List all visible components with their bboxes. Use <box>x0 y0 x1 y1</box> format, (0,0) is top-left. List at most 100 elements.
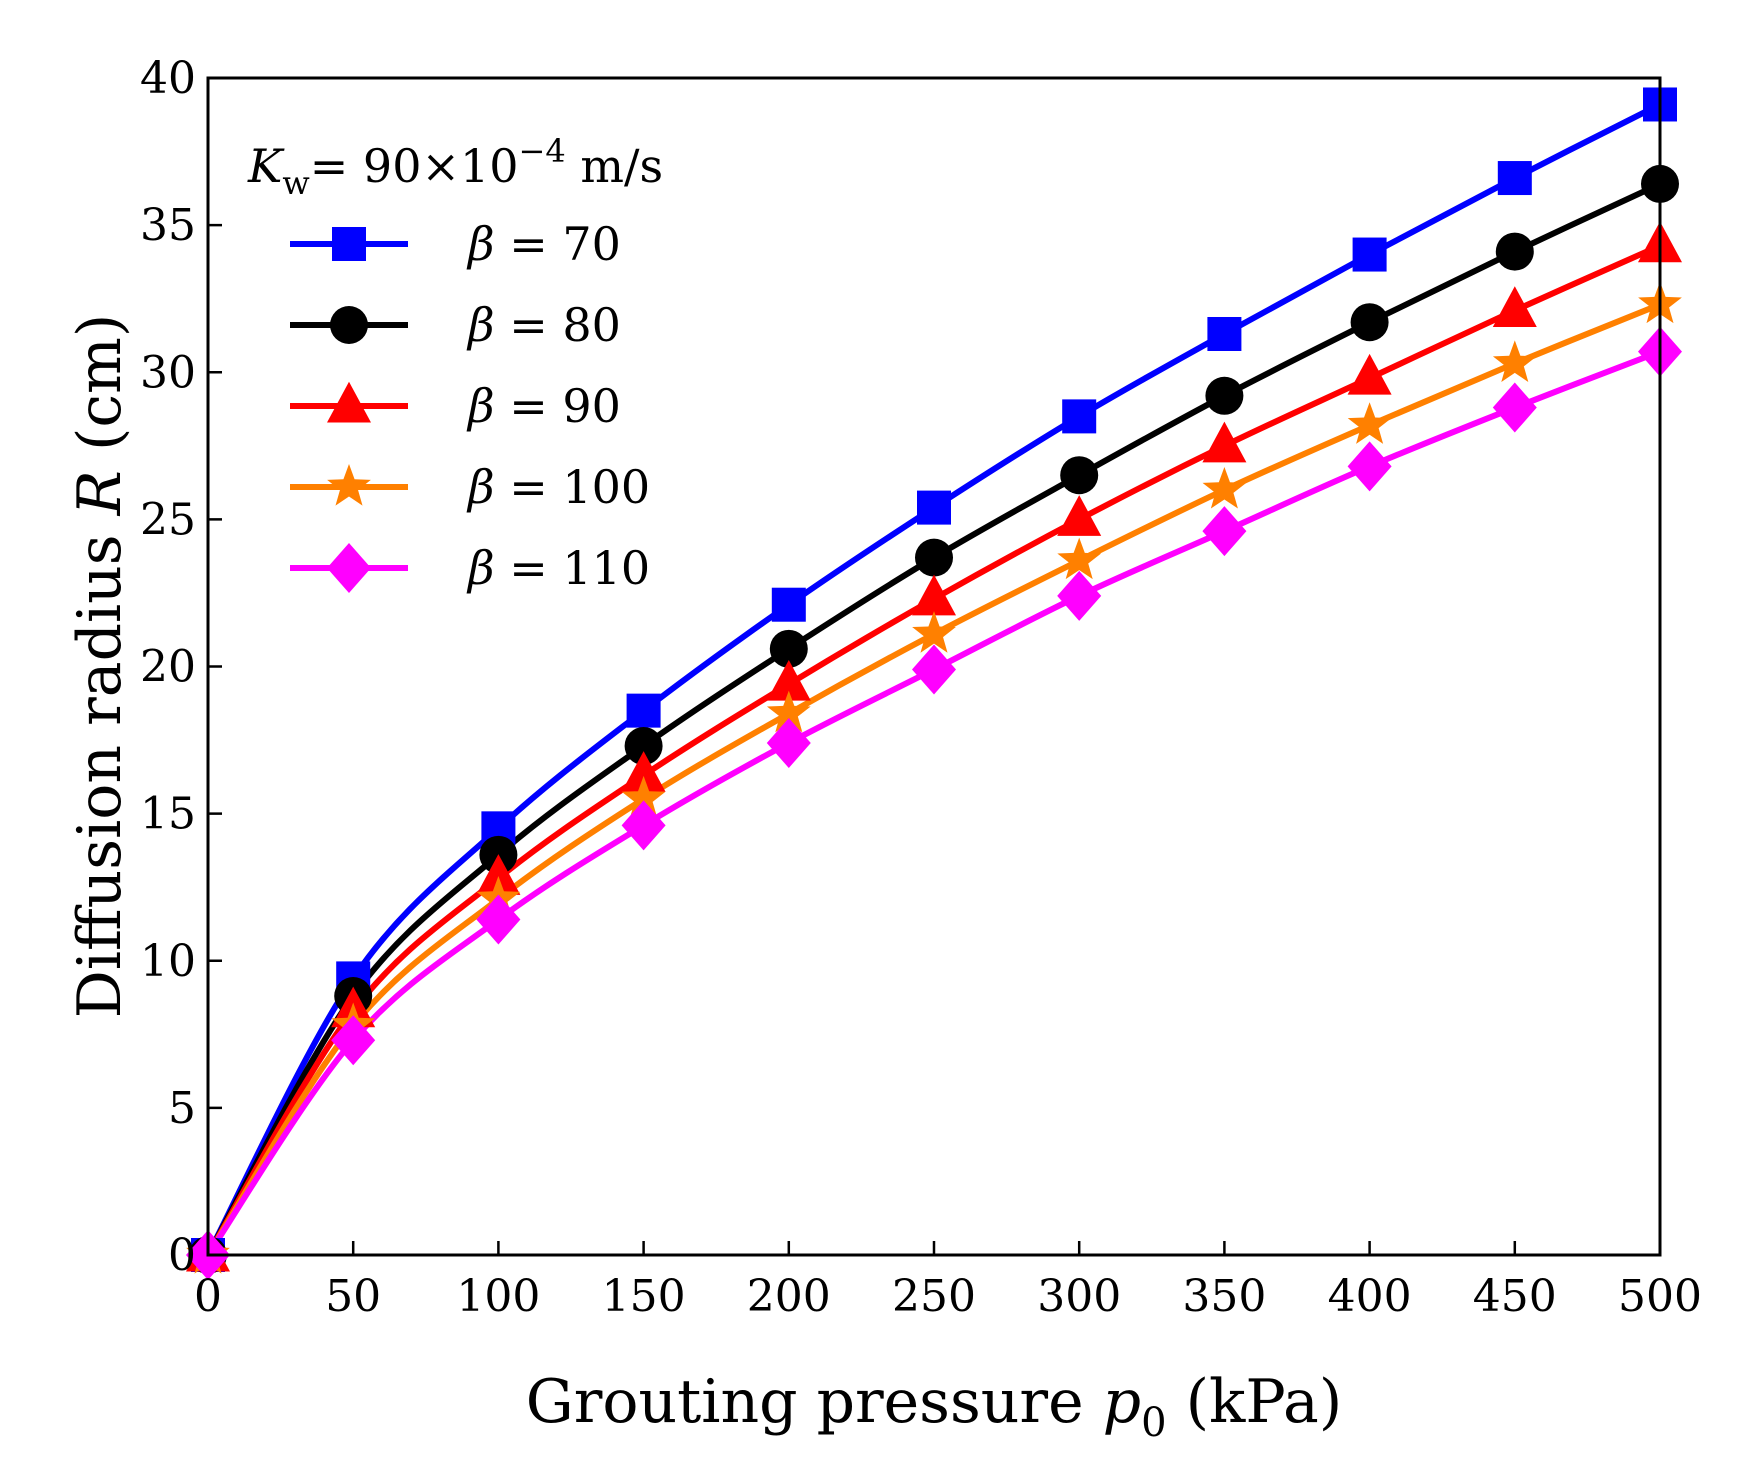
series-point-70 <box>1207 316 1242 351</box>
x-tick-label: 200 <box>747 1271 831 1322</box>
series-point-90 <box>1347 353 1392 395</box>
series-point-110 <box>476 894 521 945</box>
series-point-100 <box>1347 402 1392 444</box>
series-point-100 <box>1202 466 1247 509</box>
x-tick-label: 400 <box>1328 1271 1412 1322</box>
series-line-90 <box>205 242 1663 1258</box>
legend-equals: = <box>495 217 563 271</box>
series-point-80 <box>1495 232 1534 271</box>
series-point-80 <box>769 629 808 668</box>
x-tick-label: 150 <box>602 1271 686 1322</box>
legend-entry-100: β = 100 <box>290 460 650 514</box>
y-axis-ticks: 0 5 10 15 20 25 30 35 40 <box>140 53 222 1281</box>
legend-value: 70 <box>562 217 621 271</box>
series-point-80 <box>1205 376 1244 415</box>
legend-entry-110: β = 110 <box>290 541 650 595</box>
series-point-90 <box>1057 495 1102 536</box>
legend-equals: = <box>495 541 563 595</box>
series-point-70 <box>1062 399 1097 434</box>
x-tick-label: 450 <box>1473 1271 1557 1322</box>
legend-header: Kw= 90×10−4 m/s <box>247 132 663 202</box>
series-point-90 <box>912 574 956 616</box>
series-point-90 <box>1492 286 1537 327</box>
series-point-110 <box>1492 382 1537 433</box>
series-lines <box>205 101 1663 1258</box>
x-tick-label: 0 <box>194 1271 222 1322</box>
legend-value: 90 <box>562 379 621 433</box>
x-tick-label: 250 <box>892 1271 976 1322</box>
legend-marker <box>332 227 366 261</box>
legend-equals: = <box>495 298 563 352</box>
legend-marker <box>327 464 371 506</box>
y-axis-title: Diffusion radius R (cm) <box>65 314 135 1019</box>
x-axis-title: Grouting pressure p0 (kPa) <box>526 1367 1342 1446</box>
legend-marker <box>330 306 368 344</box>
series-point-100 <box>912 611 956 653</box>
series-point-80 <box>624 726 663 765</box>
series-line-100 <box>205 301 1663 1258</box>
series-point-90 <box>476 854 521 895</box>
legend-value: 110 <box>562 541 650 595</box>
y-tick-label: 10 <box>140 936 196 987</box>
series-point-70 <box>1352 237 1387 272</box>
legend-symbol: β <box>466 217 495 271</box>
series-point-90 <box>1202 421 1247 463</box>
series-point-100 <box>621 775 666 818</box>
y-tick-label: 15 <box>140 789 196 840</box>
series-point-70 <box>1497 161 1532 196</box>
series-point-110 <box>331 1015 376 1066</box>
legend-value: 100 <box>562 460 650 514</box>
legend-entry-90: β = 90 <box>290 379 621 433</box>
series-line-80 <box>205 180 1663 1258</box>
series-point-100 <box>1492 340 1537 383</box>
series-markers <box>186 87 1682 1280</box>
legend-equals: = <box>495 379 563 433</box>
legend-label: β = 110 <box>466 541 650 595</box>
series-point-110 <box>766 718 811 769</box>
legend-label: β = 80 <box>466 298 621 352</box>
series-point-80 <box>1350 303 1389 342</box>
y-tick-label: 30 <box>140 347 196 398</box>
x-tick-label: 50 <box>325 1271 381 1322</box>
legend-value: 80 <box>562 298 621 352</box>
legend-symbol: β <box>466 379 495 433</box>
y-tick-label: 40 <box>140 53 196 104</box>
series-point-80 <box>1060 456 1099 495</box>
legend-label: β = 70 <box>466 217 621 271</box>
y-tick-label: 25 <box>140 494 196 545</box>
series-point-110 <box>1347 441 1392 492</box>
legend-marker <box>327 543 371 593</box>
series-point-90 <box>621 751 666 792</box>
x-tick-label: 500 <box>1618 1271 1702 1322</box>
series-line-110 <box>205 348 1663 1258</box>
y-tick-label: 20 <box>140 642 196 693</box>
legend-label: β = 100 <box>466 460 650 514</box>
series-point-100 <box>766 690 811 733</box>
series-point-110 <box>912 644 956 695</box>
legend-equals: = <box>495 460 563 514</box>
series-point-70 <box>771 587 806 622</box>
series-point-100 <box>1057 537 1102 580</box>
series-point-70 <box>917 490 951 525</box>
series-point-110 <box>621 800 666 851</box>
series-point-110 <box>1202 506 1247 557</box>
y-tick-label: 5 <box>168 1083 196 1134</box>
series-point-80 <box>915 538 953 577</box>
x-axis-ticks: 0 50 100 150 200 250 300 350 400 450 500 <box>194 1241 1702 1322</box>
legend-label: β = 90 <box>466 379 621 433</box>
legend-marker <box>327 381 371 423</box>
series-point-110 <box>1057 570 1102 621</box>
x-tick-label: 100 <box>456 1271 540 1322</box>
legend-symbol: β <box>466 541 495 595</box>
y-tick-label: 35 <box>140 200 196 251</box>
legend-symbol: β <box>466 460 495 514</box>
series-line-70 <box>205 101 1663 1258</box>
legend-entry-70: β = 70 <box>290 217 621 271</box>
x-tick-label: 350 <box>1182 1271 1266 1322</box>
legend-symbol: β <box>466 298 495 352</box>
x-tick-label: 300 <box>1037 1271 1121 1322</box>
series-point-90 <box>766 659 811 701</box>
series-point-70 <box>626 693 661 728</box>
